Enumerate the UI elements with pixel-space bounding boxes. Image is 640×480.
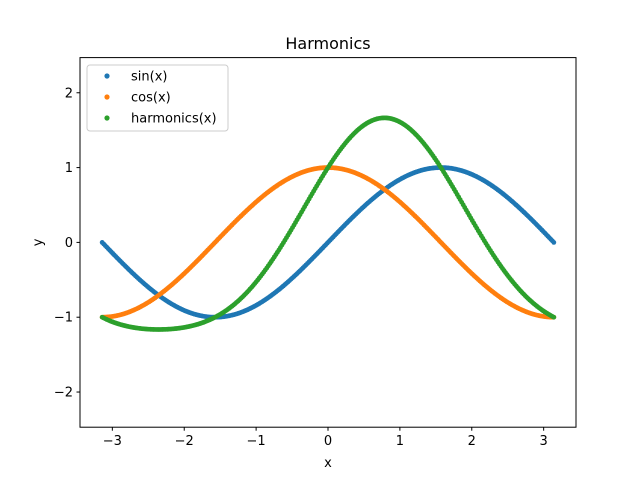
- y-axis-label: y: [31, 238, 46, 246]
- x-tick-label: −3: [103, 434, 122, 449]
- x-tick-label: 3: [540, 434, 548, 449]
- plot-area: [79, 57, 577, 428]
- legend-marker: [104, 73, 110, 79]
- y-tick-label: −1: [54, 311, 73, 326]
- series-2: [99, 165, 557, 320]
- legend-label: sin(x): [131, 70, 167, 85]
- y-tick-label: −2: [54, 386, 73, 401]
- y-tick-label: 2: [65, 86, 73, 101]
- y-tick-label: 1: [65, 161, 73, 176]
- x-axis-ticks: −3 −2 −1 0 1 2 3: [103, 427, 548, 449]
- legend-marker: [104, 94, 110, 100]
- series-1: [99, 165, 557, 320]
- legend: sin(x) cos(x) harmonics(x): [86, 64, 229, 132]
- x-axis-label: x: [324, 456, 332, 471]
- legend-marker: [104, 115, 110, 121]
- x-tick-label: 1: [396, 434, 404, 449]
- x-tick-label: 0: [324, 434, 332, 449]
- x-tick-label: −1: [247, 434, 266, 449]
- data-point: [551, 314, 557, 320]
- legend-label: cos(x): [131, 91, 171, 106]
- y-tick-label: 0: [65, 236, 73, 251]
- y-axis-ticks: −2 −1 0 1 2: [54, 86, 80, 401]
- x-tick-label: −2: [175, 434, 194, 449]
- series-3: [99, 115, 557, 332]
- chart-title: Harmonics: [285, 34, 370, 53]
- legend-label: harmonics(x): [131, 112, 217, 127]
- data-point: [551, 240, 557, 245]
- x-tick-label: 2: [468, 434, 476, 449]
- series-layer: [99, 115, 557, 332]
- legend-box: [86, 64, 229, 132]
